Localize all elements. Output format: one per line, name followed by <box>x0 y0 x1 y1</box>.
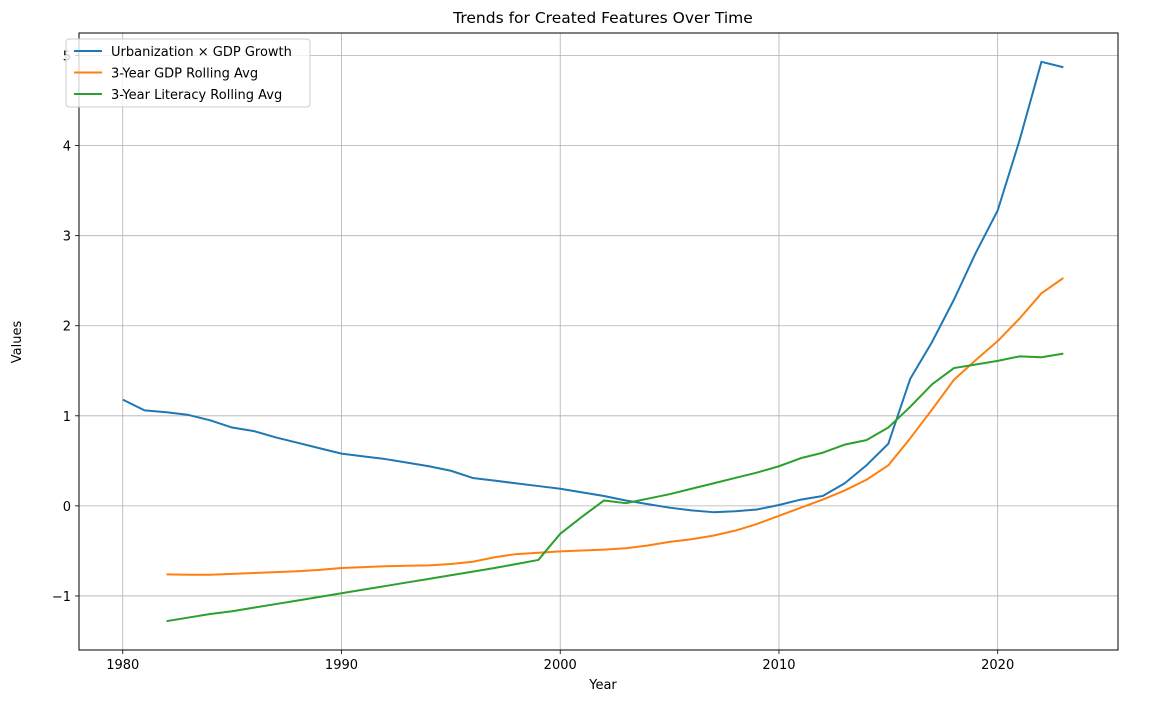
x-tick-label: 2010 <box>762 658 795 673</box>
x-tick-label: 1990 <box>325 658 358 673</box>
y-tick-label: 3 <box>63 230 71 245</box>
x-axis-label: Year <box>588 678 617 693</box>
grid <box>79 33 1118 650</box>
legend-label-1: Urbanization × GDP Growth <box>111 45 292 60</box>
y-tick-label: 4 <box>63 140 71 155</box>
y-tick-label: 1 <box>63 410 71 425</box>
series-lines <box>122 60 1064 623</box>
series-line-1 <box>122 60 1064 514</box>
legend-box <box>65 38 311 108</box>
legend-label-3: 3-Year Literacy Rolling Avg <box>111 88 282 103</box>
legend-label-2: 3-Year GDP Rolling Avg <box>111 67 258 82</box>
x-tick-label: 2020 <box>981 658 1014 673</box>
y-tick-label: 0 <box>63 500 71 515</box>
y-tick-label: 2 <box>63 320 71 335</box>
y-tick-label: −1 <box>52 590 71 605</box>
x-tick-label: 2000 <box>544 658 577 673</box>
series-line-2 <box>166 277 1064 576</box>
y-axis-label: Values <box>10 321 25 364</box>
series-line-3 <box>166 352 1064 623</box>
plot-frame <box>78 32 1119 651</box>
legend: Urbanization × GDP Growth 3-Year GDP Roll… <box>65 38 311 108</box>
chart-title: Trends for Created Features Over Time <box>452 9 753 27</box>
x-tick-label: 1980 <box>106 658 139 673</box>
